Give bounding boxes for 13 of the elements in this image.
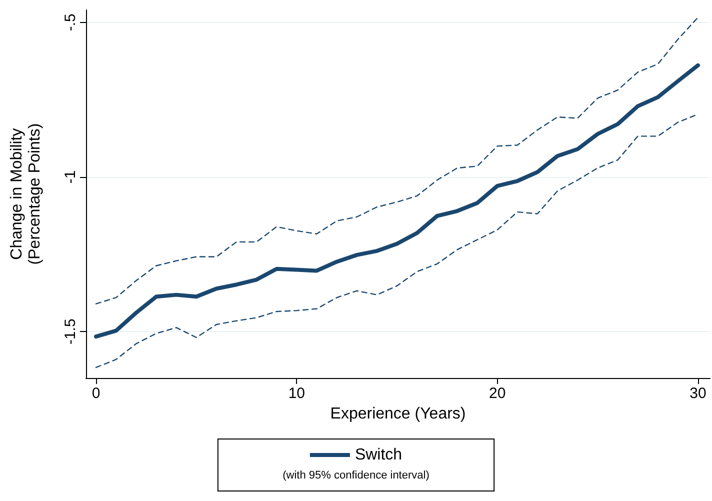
y-axis-title: Change in Mobility (Percentage Points) [8,123,44,265]
x-tick-label: 10 [288,385,306,402]
x-axis-title: Experience (Years) [330,406,466,422]
legend-label: Switch [354,446,402,464]
y-tick-label: -1.5 [62,318,79,345]
y-tick-label: -.5 [62,14,79,32]
y-tick-label: -1 [62,170,79,184]
x-tick-label: 30 [690,385,706,402]
x-tick-label: 0 [92,385,100,402]
x-tick-label: 20 [488,385,506,402]
line-series [94,63,700,339]
text: (with 95% confidence interval) [282,470,430,482]
line-series [95,16,699,304]
